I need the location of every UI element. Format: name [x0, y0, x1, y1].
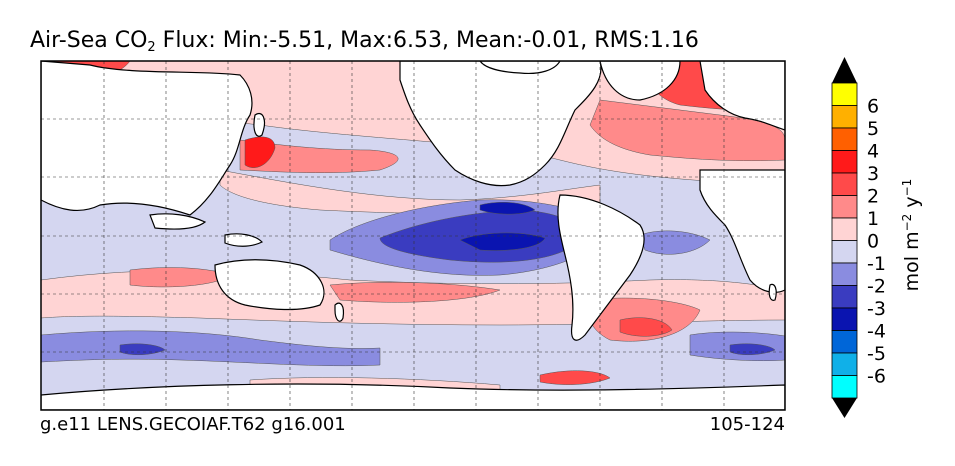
asia-land: [41, 61, 253, 216]
south-america-land: [557, 194, 645, 341]
tropical-atlantic-negative: [639, 230, 711, 255]
colorbar-over-triangle: [832, 57, 857, 83]
new-guinea-land: [224, 233, 264, 247]
japan-land: [253, 113, 266, 137]
colorbar-tick-label: -6: [867, 366, 886, 388]
colorbar-tick-label: -1: [867, 253, 886, 275]
eurasia-right-land: [699, 61, 785, 131]
madagascar-land: [768, 283, 777, 301]
antarctic-positive: [539, 370, 611, 385]
colorbar-tick-label: 1: [867, 208, 879, 230]
colorbar-swatch: [831, 217, 858, 241]
equatorial-pacific-negative-3: [459, 232, 546, 251]
colorbar-tick-label: 4: [867, 141, 879, 163]
antarctica-land: [41, 383, 785, 410]
colorbar-swatch: [831, 127, 858, 151]
ocean-flux-map: [41, 61, 785, 410]
colorbar-swatch: [831, 82, 858, 106]
indonesia-land: [149, 213, 207, 230]
colorbar-swatch: [831, 150, 858, 174]
chart-title: Air-Sea CO2 Flux: Min:-5.51, Max:6.53, M…: [30, 28, 699, 55]
colorbar-swatch: [831, 330, 858, 354]
colorbar-tick-label: 5: [867, 118, 879, 140]
southern-ocean-negative-band: [41, 330, 381, 367]
graticule: [41, 61, 785, 410]
north-america-land: [399, 61, 602, 187]
colorbar-tick-label: -4: [867, 321, 886, 343]
greenland-land: [599, 61, 681, 101]
colorbar-tick-label: 0: [867, 231, 879, 253]
colorbar-unit-label: mol m−2 y−1: [900, 179, 923, 292]
case-name-label: g.e11 LENS.GECOIAF.T62 g16.001: [40, 414, 346, 435]
colorbar-tick-label: -2: [867, 276, 886, 298]
colorbar-swatch: [831, 195, 858, 219]
colorbar-swatch: [831, 262, 858, 286]
colorbar-tick-label: -5: [867, 343, 886, 365]
colorbar-swatch: [831, 285, 858, 309]
colorbar-tick-label: 2: [867, 186, 879, 208]
year-range-label: 105-124: [709, 414, 785, 435]
colorbar-swatch: [831, 172, 858, 196]
colorbar-swatch: [831, 105, 858, 129]
australia-land: [214, 259, 325, 311]
colorbar-under-triangle: [832, 398, 857, 418]
colorbar-swatch: [831, 352, 858, 376]
kuroshio-positive-region: [239, 139, 399, 173]
land-masses: [41, 61, 785, 410]
colorbar-swatch: [831, 375, 858, 399]
arctic-islands-land: [479, 61, 561, 75]
colorbar-tick-label: 6: [867, 96, 879, 118]
colorbar-tick-label: -3: [867, 298, 886, 320]
colorbar-swatch: [831, 307, 858, 331]
equatorial-pacific-negative-3b: [479, 202, 536, 215]
new-zealand-land: [334, 302, 345, 322]
south-atlantic-high-positive: [619, 317, 673, 337]
colorbar-swatch: [831, 240, 858, 264]
colorbar-tick-label: 3: [867, 163, 879, 185]
map-frame: [40, 60, 786, 411]
kuroshio-high-positive: [244, 136, 276, 168]
south-pacific-positive: [329, 282, 501, 303]
